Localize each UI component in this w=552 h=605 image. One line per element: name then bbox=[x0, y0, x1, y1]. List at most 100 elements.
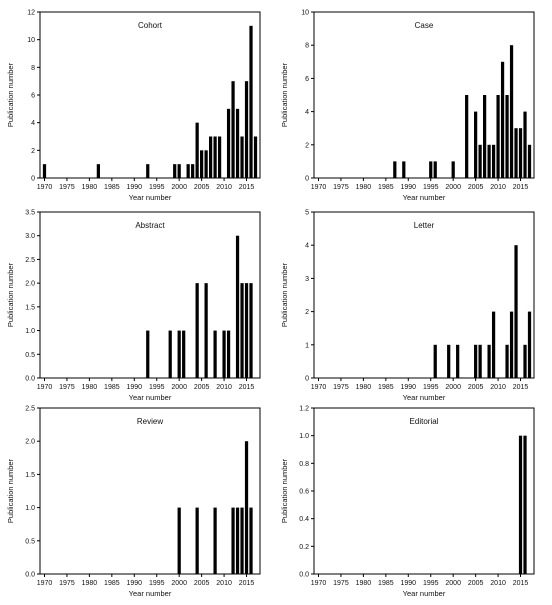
bar bbox=[491, 311, 496, 378]
chart-title: Review bbox=[137, 417, 163, 426]
chart-title: Letter bbox=[414, 221, 435, 230]
bar bbox=[213, 507, 217, 574]
bar bbox=[235, 235, 240, 378]
chart-title: Case bbox=[415, 21, 434, 30]
bar bbox=[244, 283, 249, 378]
plot-frame bbox=[313, 407, 535, 575]
y-tick-label: 1.0 bbox=[299, 433, 309, 440]
bar bbox=[249, 25, 253, 179]
x-tick-label: 2005 bbox=[468, 384, 484, 391]
x-tick-label: 1970 bbox=[37, 580, 53, 587]
y-axis-label: Publication number bbox=[280, 62, 289, 127]
y-tick-label: 1 bbox=[305, 342, 309, 349]
bar bbox=[182, 330, 186, 378]
bar bbox=[235, 108, 240, 178]
y-tick-label: 4 bbox=[305, 109, 309, 116]
x-tick-label: 1985 bbox=[378, 384, 394, 391]
y-tick-label: 0.0 bbox=[299, 572, 309, 579]
bar bbox=[208, 136, 213, 178]
bar bbox=[496, 95, 500, 178]
x-tick-label: 1980 bbox=[356, 384, 372, 391]
y-tick-label: 2 bbox=[305, 309, 309, 316]
bar bbox=[226, 330, 231, 378]
bar bbox=[253, 136, 258, 178]
x-tick-label: 1975 bbox=[59, 580, 75, 587]
bar bbox=[191, 164, 195, 178]
x-tick-label: 1975 bbox=[333, 184, 349, 191]
chart-cohort: Cohort 0 2 4 6 8 10 12 1970 1975 1980 1985 1990 1995 2… bbox=[6, 10, 261, 202]
chart-title: Cohort bbox=[138, 21, 163, 30]
x-tick-label: 1980 bbox=[356, 580, 372, 587]
y-tick-label: 2 bbox=[305, 142, 309, 149]
x-tick-label: 1980 bbox=[356, 184, 372, 191]
x-tick-label: 2005 bbox=[194, 580, 210, 587]
bar bbox=[456, 344, 460, 378]
bar bbox=[487, 144, 491, 178]
bar bbox=[177, 330, 181, 378]
bar bbox=[240, 283, 244, 378]
y-tick-label: 2.5 bbox=[25, 257, 35, 264]
y-tick-label: 2.5 bbox=[25, 406, 35, 413]
bar bbox=[244, 81, 249, 178]
bar bbox=[213, 136, 217, 178]
y-tick-label: 1.5 bbox=[25, 304, 35, 311]
x-tick-label: 1980 bbox=[82, 580, 98, 587]
bar bbox=[204, 283, 208, 378]
plot-frame bbox=[313, 211, 535, 379]
x-tick-label: 1980 bbox=[82, 384, 98, 391]
bar bbox=[213, 330, 217, 378]
x-tick-label: 1995 bbox=[149, 384, 165, 391]
x-tick-label: 2000 bbox=[445, 580, 461, 587]
x-tick-label: 2015 bbox=[513, 384, 529, 391]
y-tick-label: 5 bbox=[305, 210, 309, 217]
bar bbox=[173, 164, 177, 178]
bar bbox=[231, 81, 235, 178]
x-tick-label: 1970 bbox=[37, 384, 53, 391]
y-axis-label: Publication number bbox=[280, 262, 289, 327]
x-tick-label: 2010 bbox=[216, 184, 232, 191]
x-tick-label: 2010 bbox=[490, 384, 506, 391]
bar bbox=[474, 111, 478, 178]
x-tick-label: 2015 bbox=[239, 384, 255, 391]
x-tick-label: 1985 bbox=[104, 384, 120, 391]
x-tick-label: 1995 bbox=[149, 184, 165, 191]
x-tick-label: 2005 bbox=[194, 184, 210, 191]
chart-title: Abstract bbox=[135, 221, 165, 230]
y-tick-label: 12 bbox=[27, 10, 35, 17]
y-tick-label: 1.2 bbox=[299, 406, 309, 413]
bar bbox=[433, 344, 437, 378]
chart-review: Review 0.0 0.5 1.0 1.5 2.0 2.5 1970 1975 1980 1985… bbox=[6, 406, 261, 598]
bar bbox=[249, 283, 253, 378]
y-tick-label: 6 bbox=[305, 76, 309, 83]
plot-frame bbox=[39, 211, 261, 379]
x-tick-label: 2015 bbox=[239, 580, 255, 587]
y-tick-label: 0.4 bbox=[299, 516, 309, 523]
y-tick-label: 10 bbox=[27, 37, 35, 44]
x-tick-label: 1990 bbox=[400, 384, 416, 391]
y-tick-label: 0 bbox=[31, 176, 35, 183]
bar bbox=[509, 311, 514, 378]
bar bbox=[195, 122, 199, 178]
y-tick-label: 1.5 bbox=[25, 472, 35, 479]
bar bbox=[523, 111, 527, 178]
y-tick-label: 3.5 bbox=[25, 210, 35, 217]
x-tick-label: 1985 bbox=[104, 580, 120, 587]
x-tick-label: 2010 bbox=[216, 384, 232, 391]
y-tick-label: 0.2 bbox=[299, 544, 309, 551]
bar bbox=[217, 136, 222, 178]
y-tick-label: 0 bbox=[305, 176, 309, 183]
y-axis-label: Publication number bbox=[280, 458, 289, 523]
x-tick-label: 1975 bbox=[59, 384, 75, 391]
bar bbox=[491, 144, 496, 178]
y-tick-label: 3 bbox=[305, 276, 309, 283]
bar bbox=[393, 161, 397, 178]
bar bbox=[500, 61, 505, 178]
x-tick-label: 2010 bbox=[490, 184, 506, 191]
bar bbox=[226, 108, 231, 178]
bar bbox=[204, 150, 208, 178]
bar bbox=[231, 507, 235, 574]
y-tick-label: 1.0 bbox=[25, 505, 35, 512]
bar bbox=[146, 164, 150, 178]
x-tick-label: 1990 bbox=[400, 580, 416, 587]
y-tick-label: 0.5 bbox=[25, 538, 35, 545]
